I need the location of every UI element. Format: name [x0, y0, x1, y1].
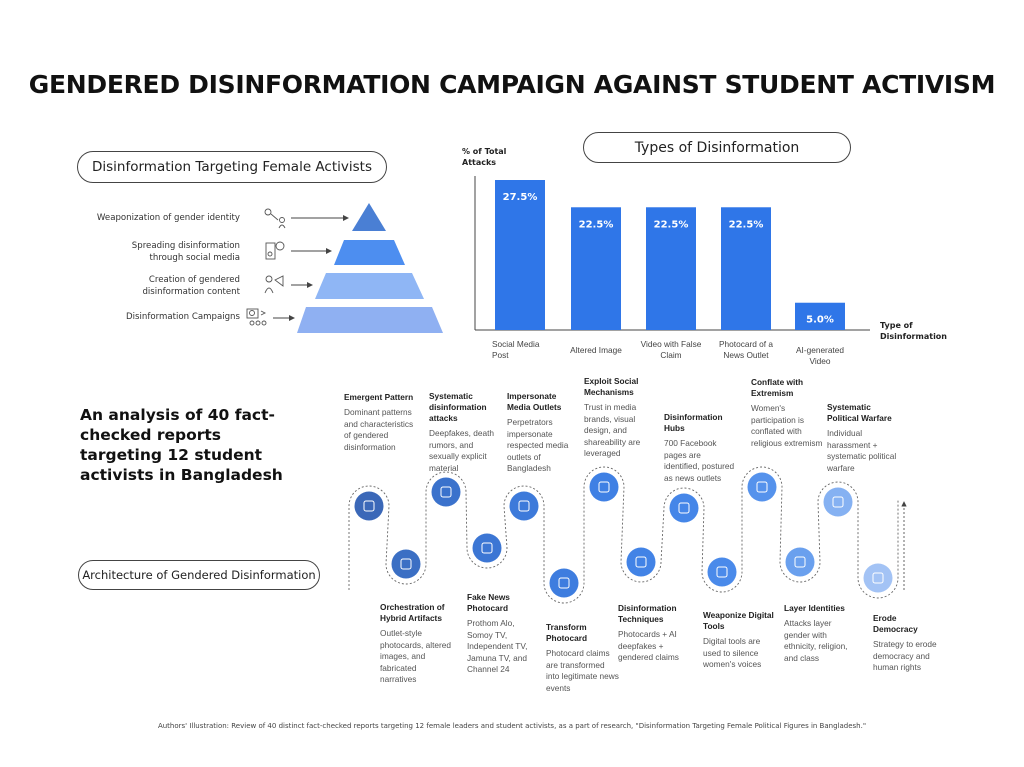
bar: [495, 180, 545, 330]
category-label: Video with False Claim: [640, 339, 702, 360]
bar-value-label: 5.0%: [806, 315, 834, 326]
step-title: Erode Democracy: [873, 613, 918, 634]
timeline-step: Systematic Political Warfare Individual h…: [827, 402, 901, 474]
category-label: AI-generated Video: [796, 345, 844, 366]
summary-text: An analysis of 40 fact-checked reports t…: [80, 406, 283, 484]
step-description: Attacks layer gender with ethnicity, rel…: [784, 618, 848, 663]
bar-value-label: 22.5%: [729, 219, 764, 230]
step-title: Weaponize Digital Tools: [703, 610, 774, 631]
devices-icon: [626, 547, 656, 577]
step-description: Prothom Alo, Somoy TV, Independent TV, J…: [467, 618, 528, 674]
bar-value-label: 22.5%: [654, 219, 689, 230]
pyramid-label-1: Weaponization of gender identity: [96, 213, 240, 223]
lock-user-icon: [589, 472, 619, 502]
bar: [646, 207, 696, 330]
category-label: Altered Image: [570, 345, 622, 355]
bar: [721, 207, 771, 330]
x-axis-label: Type of Disinformation: [880, 321, 947, 341]
step-description: Photocards + AI deepfakes + gendered cla…: [618, 629, 679, 662]
timeline-step: Emergent Pattern Dominant patterns and ch…: [344, 392, 418, 453]
bar: [795, 302, 845, 330]
hub-network-icon: [669, 493, 699, 523]
step-description: Strategy to erode democracy and human ri…: [873, 639, 937, 672]
step-description: 700 Facebook pages are identified, postu…: [664, 438, 735, 483]
pyramid-heading: Disinformation Targeting Female Activist…: [77, 151, 387, 183]
pyramid-level-3: [315, 273, 424, 299]
category-label: Photocard of a News Outlet: [719, 339, 773, 360]
pyramid-label-2: Spreading disinformation through social …: [131, 241, 240, 263]
timeline-step: Weaponize Digital Tools Digital tools are…: [703, 610, 777, 671]
photocard-icon: [472, 533, 502, 563]
step-description: Individual harassment + systematic polit…: [827, 428, 897, 473]
campaign-group-icon: [246, 308, 267, 326]
step-description: Perpetrators impersonate respected media…: [507, 417, 569, 473]
step-title: Emergent Pattern: [344, 392, 414, 402]
category-label: Social Media Post: [492, 339, 540, 360]
timeline-path: [348, 466, 899, 604]
megaphone-person-icon: [264, 275, 284, 294]
pyramid-level-2: [334, 240, 405, 265]
bar-value-label: 22.5%: [579, 219, 614, 230]
timeline-step: Transform Photocard Photocard claims are …: [546, 622, 620, 694]
bar-chart: 27.5% 22.5% 22.5% 22.5% 5.0%: [474, 176, 870, 331]
step-title: Transform Photocard: [546, 622, 588, 643]
bar: [571, 207, 621, 330]
step-title: Systematic Political Warfare: [827, 402, 892, 423]
timeline-step: Conflate with Extremism Women's participa…: [751, 377, 825, 449]
pyramid-level-1: [352, 203, 386, 231]
layered-identity-icon: [785, 547, 815, 577]
browser-heart-icon: [431, 477, 461, 507]
step-title: Layer Identities: [784, 603, 845, 613]
silence-megaphone-icon: [707, 557, 737, 587]
step-description: Trust in media brands, visual design, an…: [584, 402, 641, 458]
timeline-step: Impersonate Media Outlets Perpetrators im…: [507, 391, 581, 475]
pyramid-label-3: Creation of gendered disinformation cont…: [142, 275, 240, 297]
social-media-icon: [265, 241, 285, 260]
step-title: Fake News Photocard: [467, 592, 510, 613]
step-title: Impersonate Media Outlets: [507, 391, 562, 412]
hybrid-media-icon: [391, 549, 421, 579]
hand-card-icon: [549, 568, 579, 598]
step-title: Disinformation Hubs: [664, 412, 723, 433]
timeline-step: Orchestration of Hybrid Artifacts Outlet-…: [380, 602, 454, 686]
page-title: GENDERED DISINFORMATION CAMPAIGN AGAINST…: [28, 70, 996, 99]
step-description: Dominant patterns and characteristics of…: [344, 407, 414, 452]
pyramid-label-4: Disinformation Campaigns: [126, 312, 240, 322]
step-description: Outlet-style photocards, altered images,…: [380, 628, 452, 684]
timeline-step: Fake News Photocard Prothom Alo, Somoy TV…: [467, 592, 541, 676]
step-description: Photocard claims are transformed into le…: [546, 648, 619, 693]
gender-target-icon: [264, 208, 286, 229]
architecture-heading: Architecture of Gendered Disinformation: [78, 560, 320, 590]
timeline-step: Exploit Social Mechanisms Trust in media …: [584, 376, 658, 460]
step-description: Digital tools are used to silence women'…: [703, 636, 762, 669]
step-title: Orchestration of Hybrid Artifacts: [380, 602, 445, 623]
step-title: Systematic disinformation attacks: [429, 391, 487, 423]
political-chat-icon: [823, 487, 853, 517]
group-speech-icon: [747, 472, 777, 502]
step-title: Exploit Social Mechanisms: [584, 376, 639, 397]
step-description: Deepfakes, death rumors, and sexually ex…: [429, 428, 495, 473]
pyramid-level-4: [297, 307, 443, 333]
timeline-step: Disinformation Techniques Photocards + AI…: [618, 603, 692, 664]
chart-title: Types of Disinformation: [583, 132, 851, 163]
step-title: Conflate with Extremism: [751, 377, 804, 398]
bar-value-label: 27.5%: [503, 192, 538, 203]
timeline-step: Layer Identities Attacks layer gender wit…: [784, 603, 858, 664]
timeline-step: Erode Democracy Strategy to erode democra…: [873, 613, 939, 674]
people-pattern-icon: [354, 491, 384, 521]
blocked-user-icon: [863, 563, 893, 593]
timeline-step: Disinformation Hubs 700 Facebook pages ar…: [664, 412, 738, 484]
copyright-icon: [509, 491, 539, 521]
step-title: Disinformation Techniques: [618, 603, 677, 624]
step-description: Women's participation is conflated with …: [751, 403, 823, 448]
y-axis-label: % of Total Attacks: [462, 147, 507, 167]
footer-caption: Authors' Illustration: Review of 40 dist…: [157, 722, 867, 730]
timeline-step: Systematic disinformation attacks Deepfak…: [429, 391, 503, 474]
